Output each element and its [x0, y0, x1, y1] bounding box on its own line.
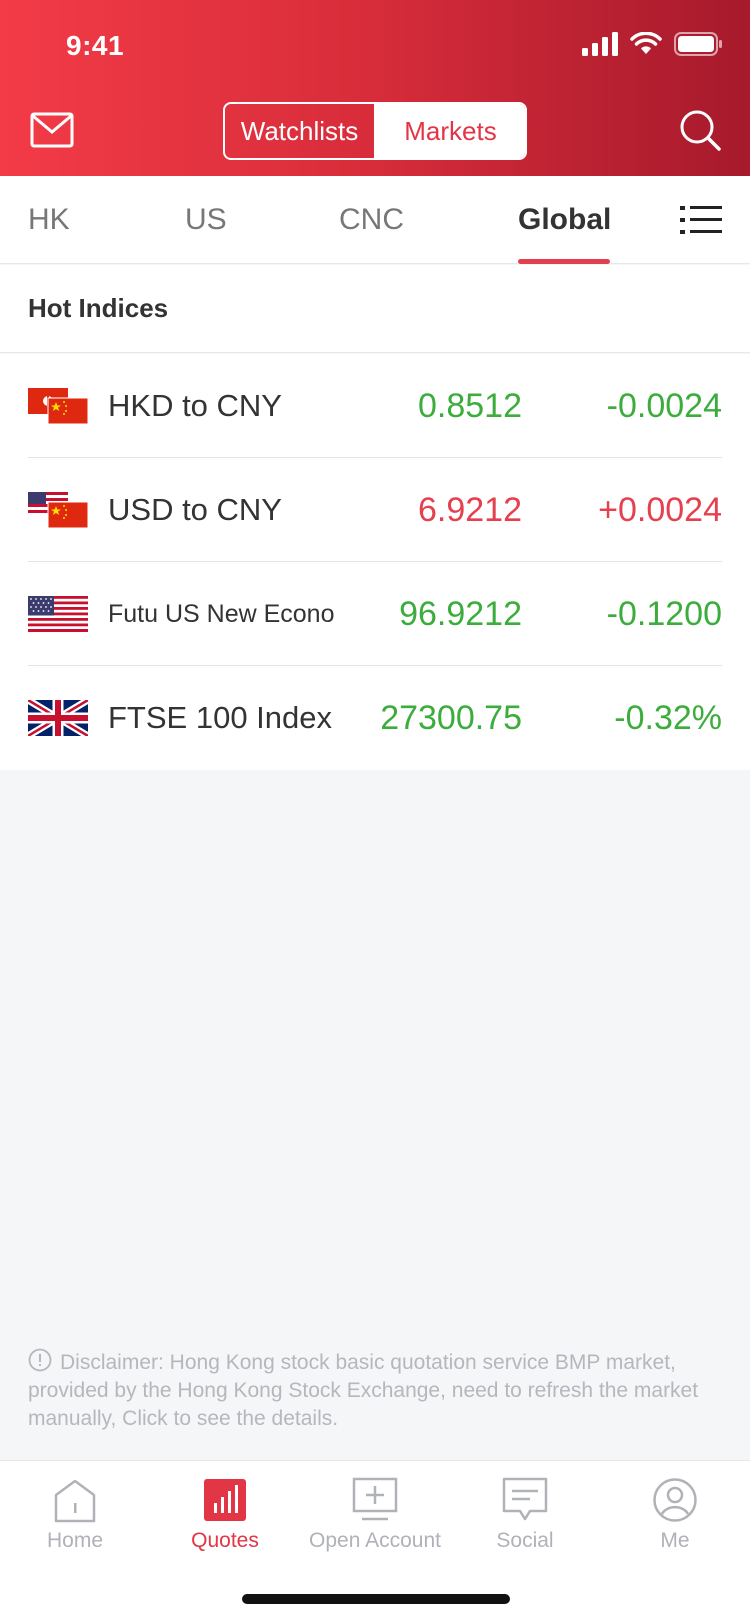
- hk-cn-flag-icon: [28, 388, 88, 424]
- us-cn-flag-icon: [28, 492, 88, 528]
- social-icon: [502, 1477, 548, 1521]
- segment-markets[interactable]: Markets: [376, 104, 525, 158]
- row-price: 0.8512: [418, 386, 522, 425]
- home-icon: [54, 1479, 96, 1523]
- info-icon: [28, 1348, 52, 1372]
- me-icon: [653, 1478, 697, 1522]
- tab-hk[interactable]: HK: [28, 203, 70, 236]
- row-change: +0.0024: [598, 490, 722, 529]
- row-change: -0.0024: [606, 386, 722, 425]
- nav-label: Social: [496, 1529, 554, 1552]
- row-name: HKD to CNY: [108, 388, 282, 423]
- wifi-icon: [630, 32, 662, 54]
- nav-label: Home: [46, 1529, 104, 1552]
- quotes-icon: [204, 1479, 246, 1521]
- nav-label: Me: [660, 1529, 690, 1552]
- row-name: FTSE 100 Index: [108, 700, 333, 735]
- nav-label: Open Account: [309, 1529, 441, 1552]
- row-change: -0.32%: [614, 698, 722, 737]
- market-tabs: HK US CNC Global: [0, 176, 750, 264]
- status-icons: [582, 32, 724, 56]
- row-price: 27300.75: [380, 698, 522, 737]
- disclaimer-text: Disclaimer: Hong Kong stock basic quotat…: [28, 1351, 699, 1430]
- list-item[interactable]: HKD to CNY 0.8512 -0.0024: [28, 354, 722, 458]
- home-indicator: [242, 1594, 510, 1604]
- list-item[interactable]: Futu US New Econo 96.9212 -0.1200: [28, 562, 722, 666]
- nav-quotes[interactable]: Quotes: [150, 1461, 300, 1571]
- tab-global[interactable]: Global: [518, 203, 612, 236]
- nav-label: Quotes: [191, 1529, 259, 1552]
- segment-control: Watchlists Markets: [223, 102, 527, 160]
- status-time: 9:41: [66, 30, 125, 61]
- list-item[interactable]: USD to CNY 6.9212 +0.0024: [28, 458, 722, 562]
- app-header: 9:41 Watchlists Markets: [0, 0, 750, 176]
- segment-watchlists[interactable]: Watchlists: [225, 104, 376, 158]
- active-tab-indicator: [518, 259, 610, 264]
- uk-flag-icon: [28, 700, 88, 736]
- row-name: Futu US New Econo: [108, 599, 335, 628]
- indices-list: HKD to CNY 0.8512 -0.0024 USD to CNY 6.9…: [0, 354, 750, 770]
- row-change: -0.1200: [606, 594, 722, 633]
- section-title: Hot Indices: [0, 265, 750, 353]
- battery-icon: [674, 32, 722, 56]
- row-name: USD to CNY: [108, 492, 282, 527]
- list-menu-icon[interactable]: [680, 200, 722, 240]
- us-flag-icon: [28, 596, 88, 632]
- nav-open-account[interactable]: Open Account: [300, 1461, 450, 1571]
- nav-social[interactable]: Social: [450, 1461, 600, 1571]
- row-price: 96.9212: [399, 594, 522, 633]
- tab-us[interactable]: US: [185, 203, 227, 236]
- nav-me[interactable]: Me: [600, 1461, 750, 1571]
- open-account-icon: [352, 1477, 398, 1521]
- list-item[interactable]: FTSE 100 Index 27300.75 -0.32%: [28, 666, 722, 770]
- mail-icon[interactable]: [30, 112, 74, 148]
- search-icon[interactable]: [678, 108, 722, 152]
- tab-cnc[interactable]: CNC: [339, 203, 404, 236]
- signal-icon: [582, 32, 618, 56]
- disclaimer[interactable]: Disclaimer: Hong Kong stock basic quotat…: [28, 1348, 722, 1433]
- nav-home[interactable]: Home: [0, 1461, 150, 1571]
- row-price: 6.9212: [418, 490, 522, 529]
